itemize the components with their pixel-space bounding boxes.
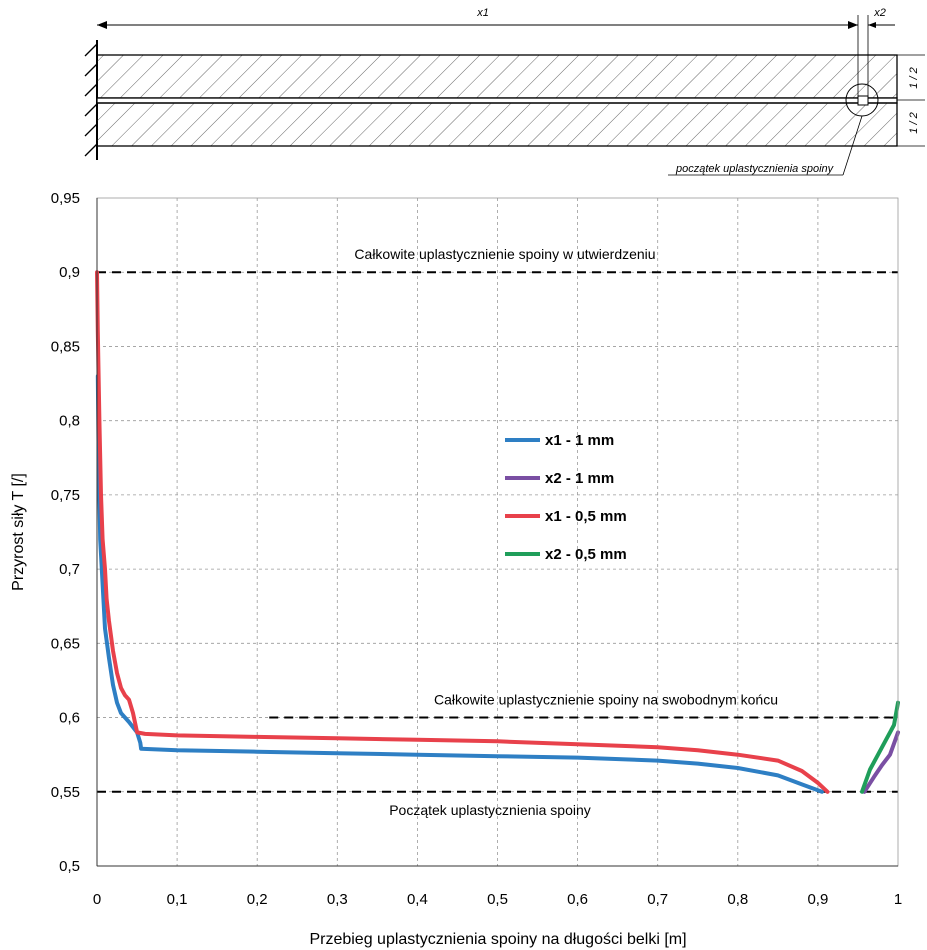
legend-entry: x1 - 0,5 mm: [545, 508, 627, 525]
reference-line-label: Całkowite uplastycznienie spoiny na swob…: [434, 692, 778, 708]
lower-plate: [96, 102, 898, 147]
x-tick-label: 0,1: [167, 891, 188, 908]
chart: Całkowite uplastycznienie spoiny w utwie…: [10, 190, 902, 948]
x-tick-label: 0,8: [727, 891, 748, 908]
y-tick-label: 0,9: [59, 264, 80, 281]
y-tick-label: 0,55: [51, 784, 80, 801]
x2-label: x2: [873, 7, 886, 19]
upper-plate: [96, 54, 898, 99]
plot-frame: [96, 197, 899, 867]
series-line: [95, 270, 830, 794]
series-line: [860, 700, 900, 794]
reference-lines: Całkowite uplastycznienie spoiny w utwie…: [97, 246, 898, 818]
y-tick-label: 0,95: [51, 190, 80, 207]
arrow-left-icon: [97, 21, 107, 29]
y-tick-label: 0,5: [59, 858, 80, 875]
half-label-bottom: 1 / 2: [908, 112, 920, 133]
y-tick-label: 0,6: [59, 710, 80, 727]
x-axis-title: Przebieg uplastycznienia spoiny na długo…: [309, 931, 686, 948]
grid: [97, 198, 898, 866]
y-tick-label: 0,8: [59, 413, 80, 430]
y-tick-label: 0,65: [51, 635, 80, 652]
reference-line-label: Całkowite uplastycznienie spoiny w utwie…: [354, 246, 655, 262]
series-line: [862, 730, 900, 794]
axes: [96, 197, 899, 867]
beam-diagram: x1 x2 początek uplastycznienia spoiny 1 …: [84, 7, 925, 176]
legend: x1 - 1 mm x2 - 1 mm x1 - 0,5 mm x2 - 0,5 mm: [505, 432, 627, 563]
arrow-left-icon: [868, 22, 876, 28]
series-line: [95, 374, 824, 794]
x-tick-label: 0,6: [567, 891, 588, 908]
weld-layer: [96, 97, 898, 104]
x-tick-label: 0,5: [487, 891, 508, 908]
x-tick-label: 0,9: [807, 891, 828, 908]
wall-hatch: [84, 43, 98, 157]
legend-entry: x2 - 1 mm: [545, 470, 614, 487]
series-group: [95, 270, 900, 794]
x1-label: x1: [476, 7, 489, 19]
x-tick-label: 0,3: [327, 891, 348, 908]
x-tick-label: 0: [93, 891, 101, 908]
x-tick-label: 0,2: [247, 891, 268, 908]
legend-entry: x2 - 0,5 mm: [545, 546, 627, 563]
y-tick-label: 0,75: [51, 487, 80, 504]
x-tick-label: 0,7: [647, 891, 668, 908]
tick-labels: 0 0,1 0,2 0,3 0,4 0,5 0,6 0,7 0,8 0,9 1 0,5 0,55 0,6 0…: [51, 190, 902, 908]
y-axis-title: Przyrost siły T [/]: [10, 473, 27, 591]
reference-line-label: Początek uplastycznienia spoiny: [389, 802, 591, 818]
y-tick-label: 0,7: [59, 561, 80, 578]
weld-note: początek uplastycznienia spoiny: [675, 163, 835, 175]
y-tick-label: 0,85: [51, 338, 80, 355]
x-tick-label: 0,4: [407, 891, 428, 908]
x-tick-label: 1: [894, 891, 902, 908]
arrow-right-icon: [848, 21, 858, 29]
leader-line: [842, 115, 863, 176]
half-label-top: 1 / 2: [908, 67, 920, 88]
weld-element: [857, 95, 869, 106]
legend-entry: x1 - 1 mm: [545, 432, 614, 449]
